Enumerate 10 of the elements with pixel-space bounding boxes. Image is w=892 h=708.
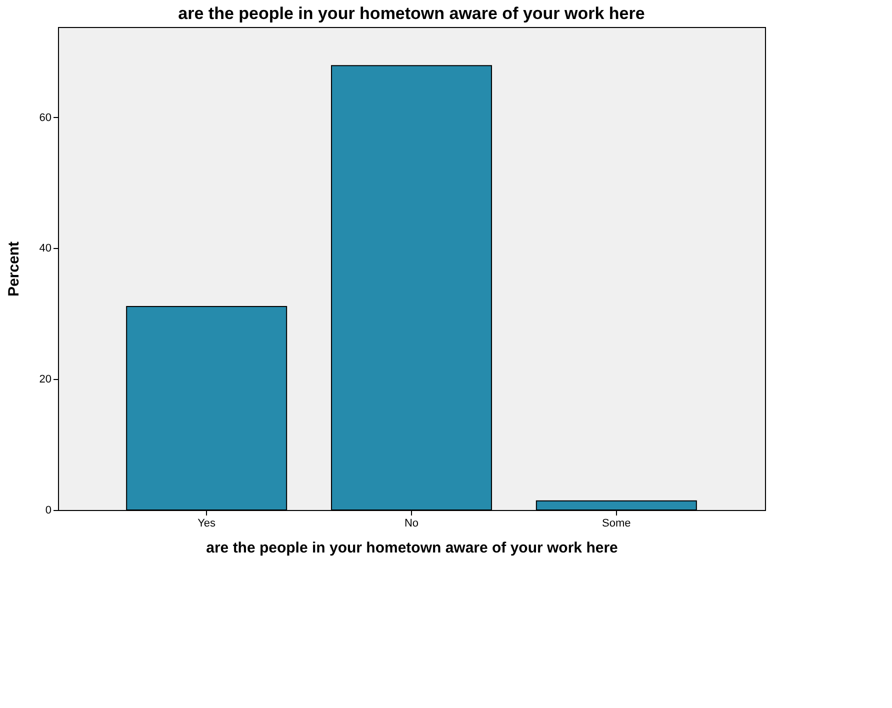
chart-title: are the people in your hometown aware of your work here	[178, 4, 645, 23]
x-tick-label: No	[404, 518, 419, 530]
x-tick-label: Yes	[198, 518, 216, 530]
y-axis-title: Percent	[5, 241, 22, 297]
y-tick-label: 0	[45, 504, 52, 516]
x-tick-label: Some	[602, 518, 631, 530]
y-tick-label: 20	[39, 374, 52, 386]
y-tick-label: 40	[39, 242, 52, 255]
x-axis-title: are the people in your hometown aware of your work here	[206, 540, 618, 556]
y-tick-label: 60	[39, 112, 52, 124]
